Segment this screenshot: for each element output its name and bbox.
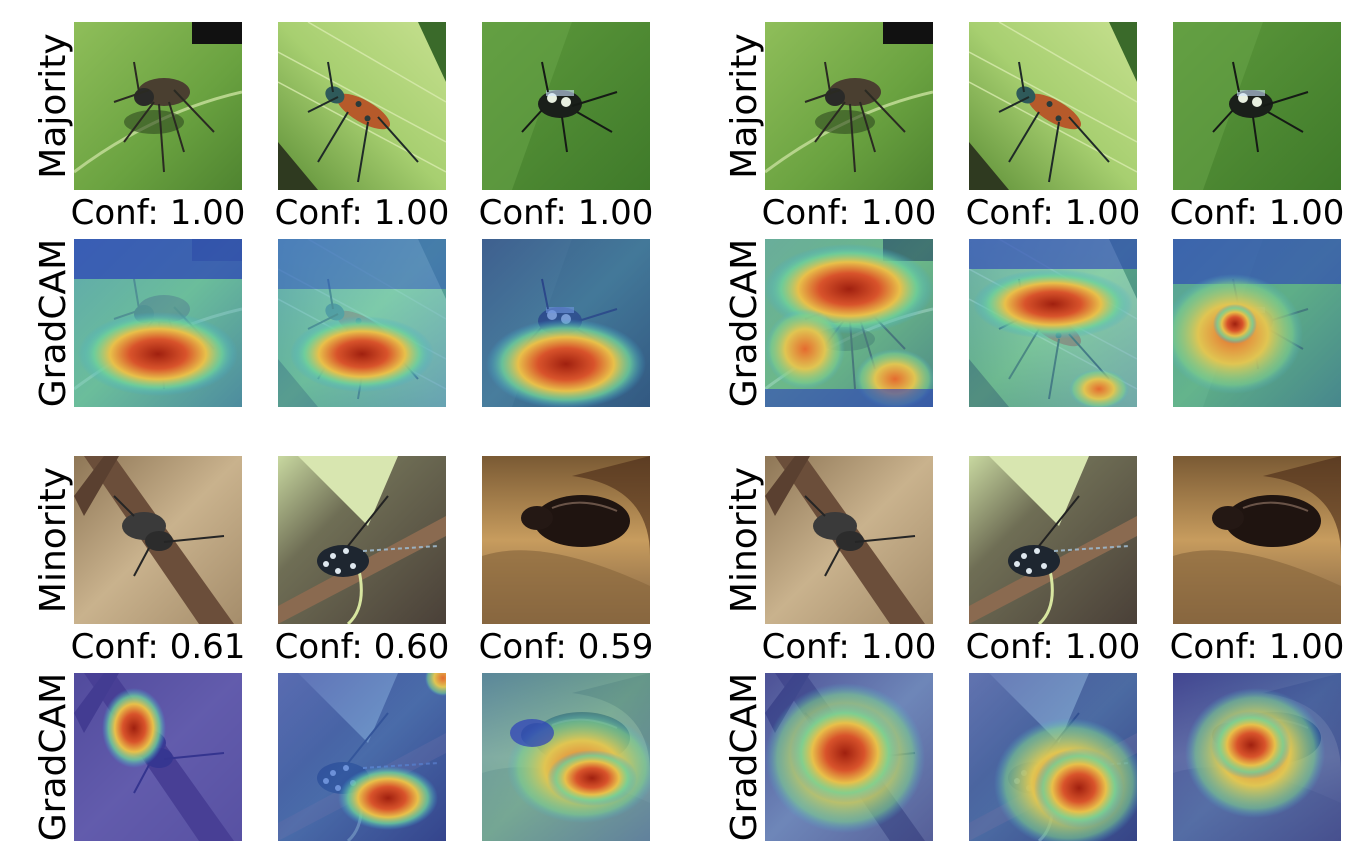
gradcam-heatmap-2 (278, 239, 446, 407)
confidence-label: Conf: 0.61 (70, 627, 246, 667)
minority-image-3 (1173, 456, 1341, 624)
confidence-label: Conf: 1.00 (761, 193, 937, 233)
minority-image-2 (969, 456, 1137, 624)
confidence-label: Conf: 1.00 (761, 627, 937, 667)
confidence-label: Conf: 1.00 (478, 193, 654, 233)
gradcam-heatmap-2 (969, 239, 1137, 407)
gradcam-heatmap-6 (482, 673, 650, 841)
gradcam-heatmap-1 (765, 239, 933, 407)
gradcam-heatmap-6 (1173, 673, 1341, 841)
confidence-label: Conf: 1.00 (965, 627, 1141, 667)
confidence-label: Conf: 1.00 (274, 193, 450, 233)
confidence-label: Conf: 1.00 (70, 193, 246, 233)
minority-image-3 (482, 456, 650, 624)
confidence-label: Conf: 1.00 (965, 193, 1141, 233)
gradcam-heatmap-3 (1173, 239, 1341, 407)
gradcam-heatmap-1 (74, 239, 242, 407)
majority-image-1 (74, 22, 242, 190)
gradcam-heatmap-4 (765, 673, 933, 841)
majority-image-3 (1173, 22, 1341, 190)
minority-image-2 (278, 456, 446, 624)
majority-image-2 (969, 22, 1137, 190)
minority-image-1 (74, 456, 242, 624)
gradcam-heatmap-4 (74, 673, 242, 841)
gradcam-heatmap-5 (278, 673, 446, 841)
majority-image-3 (482, 22, 650, 190)
majority-image-2 (278, 22, 446, 190)
confidence-label: Conf: 0.59 (478, 627, 654, 667)
gradcam-heatmap-3 (482, 239, 650, 407)
confidence-label: Conf: 1.00 (1169, 193, 1345, 233)
confidence-label: Conf: 1.00 (1169, 627, 1345, 667)
majority-image-1 (765, 22, 933, 190)
confidence-label: Conf: 0.60 (274, 627, 450, 667)
gradcam-heatmap-5 (969, 673, 1137, 841)
minority-image-1 (765, 456, 933, 624)
